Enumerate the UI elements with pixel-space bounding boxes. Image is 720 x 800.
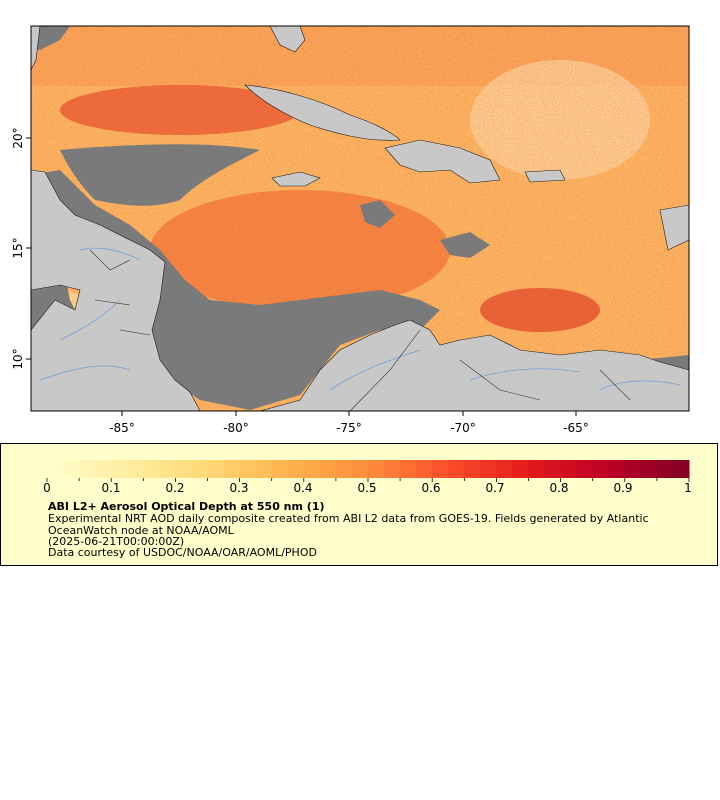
colorbar-cell xyxy=(384,460,401,478)
colorbar-cell xyxy=(47,460,64,478)
colorbar-cell xyxy=(191,460,208,478)
colorbar-label: 0.6 xyxy=(421,481,441,495)
colorbar-cell xyxy=(63,460,80,478)
land-hispaniola xyxy=(384,139,501,184)
river xyxy=(39,247,681,391)
land-yucatan-north xyxy=(31,26,41,71)
colorbar-cell xyxy=(319,460,337,478)
no-data-region xyxy=(360,200,395,228)
y-axis: 20° 15° 10° xyxy=(11,127,31,370)
land-south-america xyxy=(259,319,689,411)
land-florida xyxy=(269,26,306,53)
colorbar-label: 0.3 xyxy=(229,481,249,495)
colorbar-cell xyxy=(464,460,481,478)
colorbar-cell xyxy=(432,460,449,478)
colorbar-cell xyxy=(159,460,176,478)
colorbar-cell xyxy=(656,460,674,478)
y-tick-label: 20° xyxy=(11,127,25,148)
colorbar-cell xyxy=(624,460,642,478)
colorbar-cell xyxy=(400,460,417,478)
colorbar-cell xyxy=(448,460,465,478)
colorbar-label: 1 xyxy=(684,481,692,495)
x-tick-label: -75° xyxy=(336,421,362,435)
colorbar-cell xyxy=(175,460,192,478)
map-frame-border xyxy=(30,25,690,412)
colorbar-cell xyxy=(111,460,128,478)
legend-time: (2025-06-21T00:00:00Z) xyxy=(48,535,185,548)
colorbar-cell xyxy=(79,460,96,478)
land-east-edge xyxy=(659,204,689,251)
colorbar-cell xyxy=(143,460,160,478)
land-central-america xyxy=(31,169,201,411)
colorbar-label: 0.8 xyxy=(549,481,569,495)
colorbar-cell xyxy=(672,460,690,478)
colorbar-cell xyxy=(544,460,562,478)
colorbar-cells xyxy=(47,460,690,478)
colorbar-cell xyxy=(560,460,578,478)
map-figure: -85° -80° -75° -70° -65° 20° 15° 10° xyxy=(11,25,690,435)
colorbar-ticks xyxy=(46,478,690,482)
colorbar-label: 0 xyxy=(43,481,51,495)
no-data-region xyxy=(31,26,70,50)
colorbar-cell xyxy=(640,460,658,478)
legend-credit: Data courtesy of USDOC/NOAA/OAR/AOML/PHO… xyxy=(48,546,317,559)
land-puerto-rico xyxy=(524,169,566,183)
no-data-region xyxy=(440,232,490,258)
colorbar-cell xyxy=(255,460,273,478)
colorbar-cell xyxy=(95,460,112,478)
colorbar-cell xyxy=(287,460,305,478)
colorbar-cell xyxy=(608,460,626,478)
colorbar-label: 0.2 xyxy=(165,481,185,495)
y-tick-label: 10° xyxy=(11,348,25,369)
colorbar-cell xyxy=(127,460,144,478)
colorbar-cell xyxy=(480,460,497,478)
x-axis: -85° -80° -75° -70° -65° xyxy=(109,411,589,435)
colorbar-cell xyxy=(512,460,529,478)
colorbar-cell xyxy=(223,460,241,478)
colorbar-cell xyxy=(239,460,257,478)
country-border xyxy=(89,249,631,411)
x-tick-label: -70° xyxy=(450,421,476,435)
y-tick-label: 15° xyxy=(11,237,25,258)
colorbar xyxy=(46,460,690,482)
legend-description: Experimental NRT AOD daily composite cre… xyxy=(48,512,649,537)
colorbar-cell xyxy=(528,460,546,478)
x-tick-label: -65° xyxy=(563,421,589,435)
colorbar-cell xyxy=(368,460,385,478)
colorbar-cell xyxy=(207,460,225,478)
legend-title: ABI L2+ Aerosol Optical Depth at 550 nm … xyxy=(48,500,325,513)
colorbar-label: 0.9 xyxy=(613,481,633,495)
colorbar-label: 0.4 xyxy=(293,481,313,495)
colorbar-cell xyxy=(496,460,513,478)
land-jamaica xyxy=(271,171,321,187)
no-data-region xyxy=(60,144,260,206)
land-cuba xyxy=(244,84,401,141)
map-plot-area xyxy=(31,26,689,411)
colorbar-cell xyxy=(592,460,610,478)
colorbar-cell xyxy=(576,460,594,478)
colorbar-label: 0.5 xyxy=(357,481,377,495)
colorbar-cell xyxy=(271,460,289,478)
colorbar-cell xyxy=(335,460,353,478)
colorbar-cell xyxy=(416,460,433,478)
colorbar-label: 0.7 xyxy=(485,481,505,495)
x-tick-label: -80° xyxy=(223,421,249,435)
colorbar-cell xyxy=(351,460,369,478)
colorbar-cell xyxy=(303,460,321,478)
colorbar-label: 0.1 xyxy=(101,481,121,495)
x-tick-label: -85° xyxy=(109,421,135,435)
no-data-region xyxy=(31,170,440,410)
